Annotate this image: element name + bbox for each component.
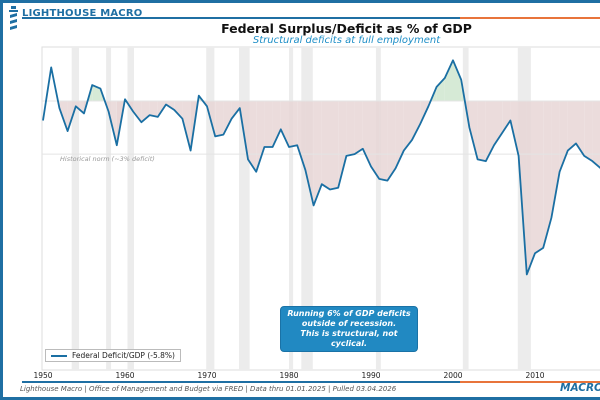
recession-band (71, 47, 80, 370)
deficit-fill (592, 101, 600, 168)
deficit-fill (289, 101, 298, 148)
deficit-fill (338, 101, 347, 188)
surplus-fill (453, 60, 462, 101)
deficit-fill (346, 101, 355, 156)
deficit-fill (321, 101, 330, 190)
deficit-fill (535, 101, 544, 254)
legend-swatch (51, 354, 67, 357)
deficit-fill (264, 101, 273, 148)
x-tick-label: 1950 (33, 371, 52, 380)
recession-band (375, 47, 381, 370)
annotation-box: Running 6% of GDP deficits outside of re… (280, 306, 418, 352)
x-tick-label: 1990 (361, 371, 380, 380)
chart-title: Federal Surplus/Deficit as % of GDP (221, 21, 472, 36)
deficit-fill (223, 101, 232, 135)
deficit-fill (313, 101, 322, 206)
x-tick-label: 1970 (197, 371, 216, 380)
deficit-fill (543, 101, 552, 248)
deficit-fill (567, 101, 576, 151)
deficit-fill (395, 101, 404, 169)
deficit-fill (387, 101, 396, 181)
recession-band (289, 47, 294, 370)
deficit-fill (133, 101, 142, 123)
deficit-fill (149, 101, 158, 117)
footer-source: Lighthouse Macro | Office of Management … (20, 385, 397, 393)
annotation-line: Running 6% of GDP deficits (287, 309, 411, 318)
deficit-fill (412, 101, 421, 140)
deficit-fill (526, 101, 535, 275)
deficit-fill (354, 101, 363, 155)
surplus-fill (444, 60, 453, 101)
deficit-fill (551, 101, 560, 218)
deficit-fill (510, 101, 519, 156)
deficit-fill (215, 101, 224, 137)
deficit-fill (75, 101, 84, 114)
recession-band (238, 47, 250, 370)
deficit-fill (485, 101, 494, 162)
deficit-fill (231, 101, 240, 119)
surplus-fill (436, 77, 445, 101)
deficit-fill (477, 101, 486, 162)
deficit-fill (305, 101, 314, 206)
legend-label: Federal Deficit/GDP (-5.8%) (72, 351, 175, 360)
x-tick-label: 2010 (525, 371, 544, 380)
deficit-fill (576, 101, 585, 156)
deficit-fill (403, 101, 412, 151)
footer-brand: MACRO, (560, 382, 600, 394)
recession-band (301, 47, 313, 370)
deficit-fill (584, 101, 593, 162)
legend: Federal Deficit/GDP (-5.8%) (45, 349, 181, 362)
deficit-fill (272, 101, 281, 148)
deficit-fill (371, 101, 380, 179)
deficit-fill (182, 101, 191, 151)
plot-area (41, 46, 600, 371)
deficit-fill (297, 101, 306, 171)
lighthouse-logo-icon (9, 6, 18, 30)
deficit-fill (502, 101, 511, 133)
chart-subtitle: Structural deficits at full employment (252, 35, 441, 46)
recession-band (462, 47, 469, 370)
series-line (42, 59, 600, 276)
brand-name: LIGHTHOUSE MACRO (22, 8, 143, 19)
deficit-fill (379, 101, 388, 181)
deficit-fill (330, 101, 339, 190)
deficit-fill (494, 101, 503, 146)
recession-band (106, 47, 112, 370)
recession-band (127, 47, 135, 370)
annotation-line: outside of recession. (301, 319, 397, 328)
x-tick-label: 1980 (279, 371, 298, 380)
deficit-fill (174, 101, 183, 119)
norm-label: Historical norm (~3% deficit) (60, 155, 155, 163)
annotation-line: This is structural, not cyclical. (300, 329, 398, 348)
x-tick-label: 2000 (443, 371, 462, 380)
x-tick-label: 1960 (115, 371, 134, 380)
deficit-fill (280, 101, 289, 148)
deficit-fill (362, 101, 371, 167)
recession-band (206, 47, 215, 370)
surplus-fill (92, 85, 101, 101)
deficit-fill (518, 101, 527, 275)
deficit-fill (469, 101, 478, 160)
